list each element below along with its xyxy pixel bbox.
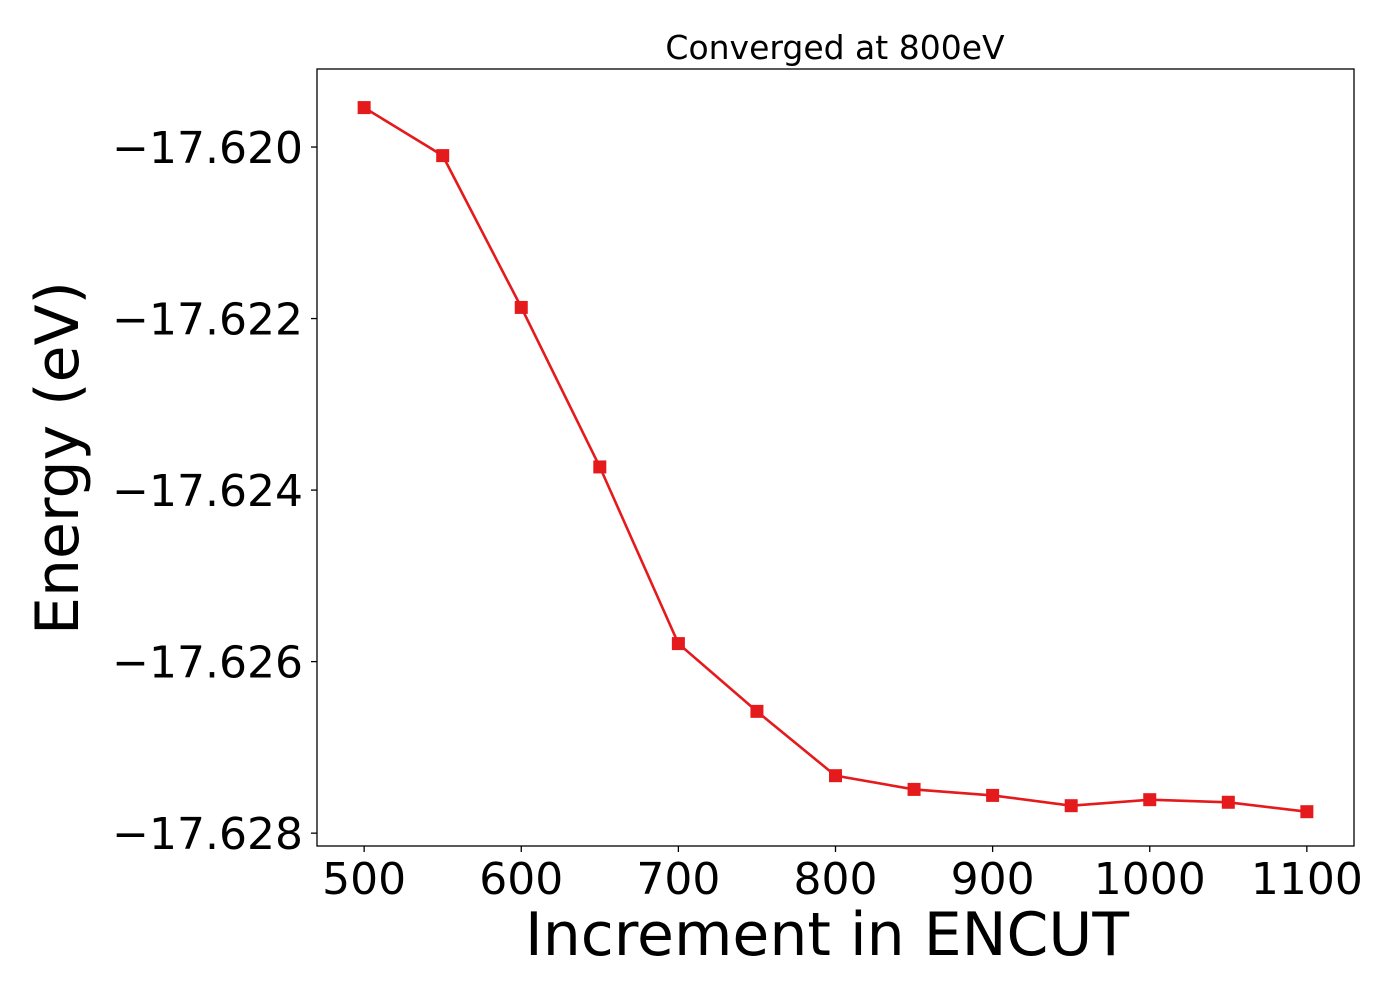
- y-tick-label: −17.628: [112, 809, 303, 860]
- x-tick-label: 900: [951, 854, 1035, 905]
- x-axis-ticks: 500 600 700 800 900 1000 1100: [322, 846, 1363, 905]
- y-tick-label: −17.624: [112, 466, 303, 517]
- x-tick-label: 800: [794, 854, 878, 905]
- data-point-marker: [514, 300, 528, 314]
- data-point-marker: [1064, 799, 1078, 813]
- series-layer: [357, 101, 1314, 819]
- data-point-marker: [1300, 805, 1314, 819]
- data-point-marker: [750, 704, 764, 718]
- data-point-marker: [593, 460, 607, 474]
- data-point-marker: [986, 788, 1000, 802]
- data-point-marker: [357, 101, 371, 115]
- x-tick-label: 1100: [1251, 854, 1363, 905]
- data-point-marker: [1143, 793, 1157, 807]
- data-point-marker: [671, 637, 685, 651]
- series-line: [363, 106, 1308, 813]
- chart-title: Converged at 800eV: [665, 28, 1005, 67]
- y-axis-ticks: −17.620 −17.622 −17.624 −17.626 −17.628: [112, 123, 317, 860]
- data-point-marker: [907, 782, 921, 796]
- plot-frame: [316, 68, 1355, 847]
- y-tick-label: −17.622: [112, 295, 303, 346]
- x-axis-label: Increment in ENCUT: [525, 900, 1129, 970]
- data-point-marker: [1221, 795, 1235, 809]
- x-tick-label: 1000: [1094, 854, 1206, 905]
- x-tick-label: 500: [322, 854, 406, 905]
- x-tick-label: 600: [479, 854, 563, 905]
- y-tick-label: −17.620: [112, 123, 303, 174]
- y-tick-label: −17.626: [112, 638, 303, 689]
- data-point-marker: [436, 149, 450, 163]
- plot-area: [316, 68, 1355, 847]
- data-point-marker: [829, 769, 842, 783]
- y-axis-label: Energy (eV): [23, 281, 93, 635]
- x-tick-label: 700: [636, 854, 720, 905]
